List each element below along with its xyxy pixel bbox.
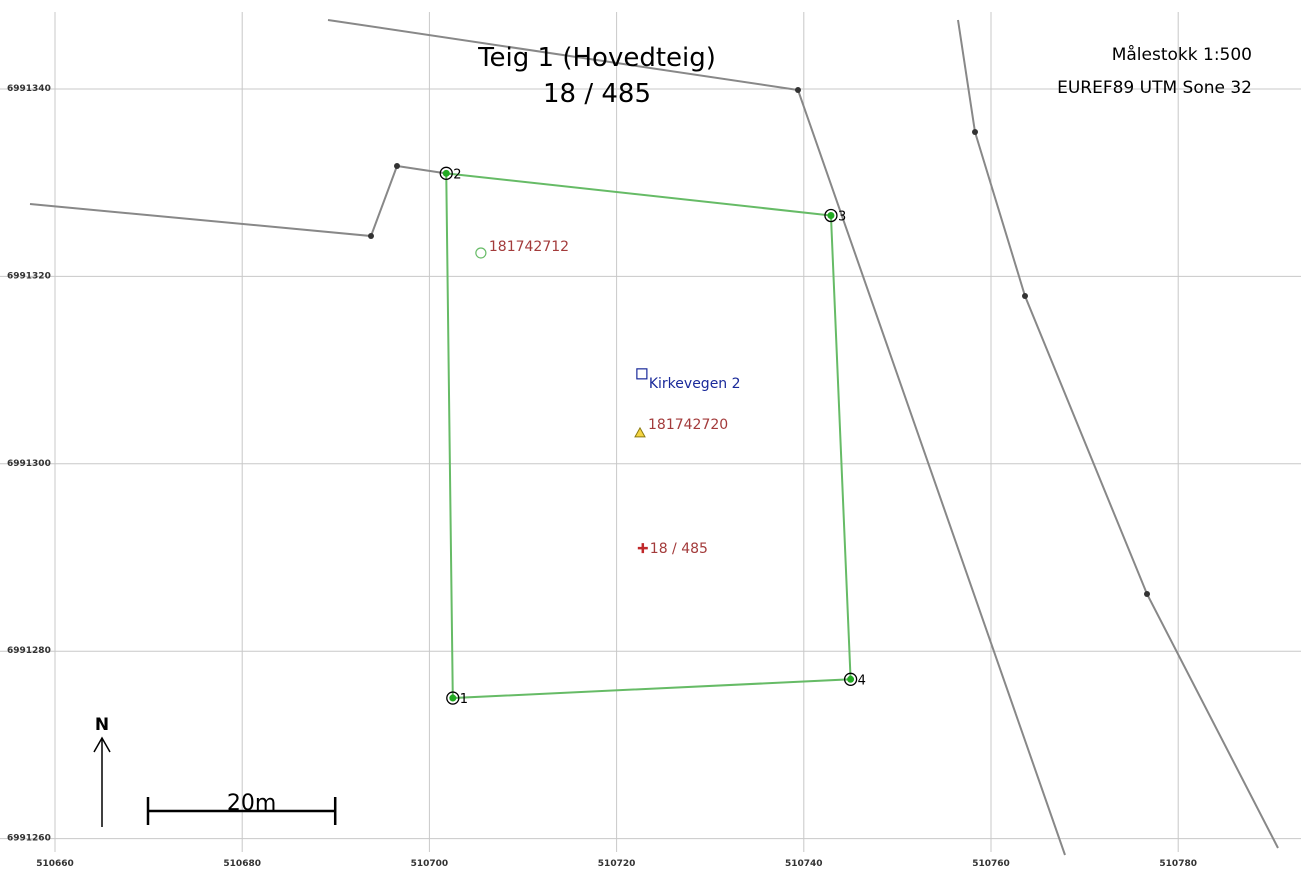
coordinate-ticks: 510660 510680 510700 510720 510740 510760 5107… [7,84,1197,869]
parcel-number-label: 18 / 485 [650,541,708,557]
north-label: N [95,715,109,735]
building-label: 181742720 [648,417,728,433]
scale-info: Målestokk 1:500 [1112,44,1252,65]
cross-icon [637,543,648,554]
x-tick-label: 510760 [972,859,1010,869]
building-point[interactable]: 181742720 [634,417,728,438]
neighbor-boundaries [29,19,1279,856]
grid-lines [0,12,1301,852]
x-tick-label: 510680 [223,859,261,869]
corner-label: 1 [460,692,468,707]
y-tick-label: 6991320 [7,271,51,281]
corner-label: 3 [838,209,846,224]
parcel-corner-2[interactable]: 2 [439,166,462,182]
parcel-corner-1[interactable]: 1 [446,691,468,707]
parcel-corner-3[interactable]: 3 [824,208,846,224]
map-subtitle: 18 / 485 [543,79,651,109]
neighbor-line-top [327,19,1066,856]
parcel-marker[interactable]: 18 / 485 [637,541,708,557]
address-point[interactable]: Kirkevegen 2 [636,368,741,392]
x-tick-label: 510700 [411,859,449,869]
crs-info: EUREF89 UTM Sone 32 [1057,78,1252,98]
x-tick-label: 510660 [36,859,74,869]
scalebar: 20m [146,791,337,825]
y-tick-label: 6991300 [7,459,51,469]
north-arrow-icon: N [93,715,111,827]
parcel-corners: 1 2 3 4 [439,166,866,707]
y-tick-label: 6991260 [7,834,51,844]
neighbor-line-east [957,19,1279,849]
x-tick-label: 510740 [785,859,823,869]
y-tick-label: 6991340 [7,84,51,94]
neighbor-vertices [368,87,1150,597]
x-tick-label: 510780 [1159,859,1197,869]
parcel-corner-4[interactable]: 4 [843,672,866,688]
y-tick-label: 6991280 [7,646,51,656]
neighbor-line-west [29,164,451,238]
map-title: Teig 1 (Hovedteig) [477,43,716,73]
point-label: 181742712 [489,239,569,255]
point-181742712[interactable]: 181742712 [475,239,569,259]
address-label: Kirkevegen 2 [649,376,741,392]
corner-label: 4 [858,673,866,688]
x-tick-label: 510720 [598,859,636,869]
corner-label: 2 [453,167,461,182]
scalebar-label: 20m [227,791,276,816]
